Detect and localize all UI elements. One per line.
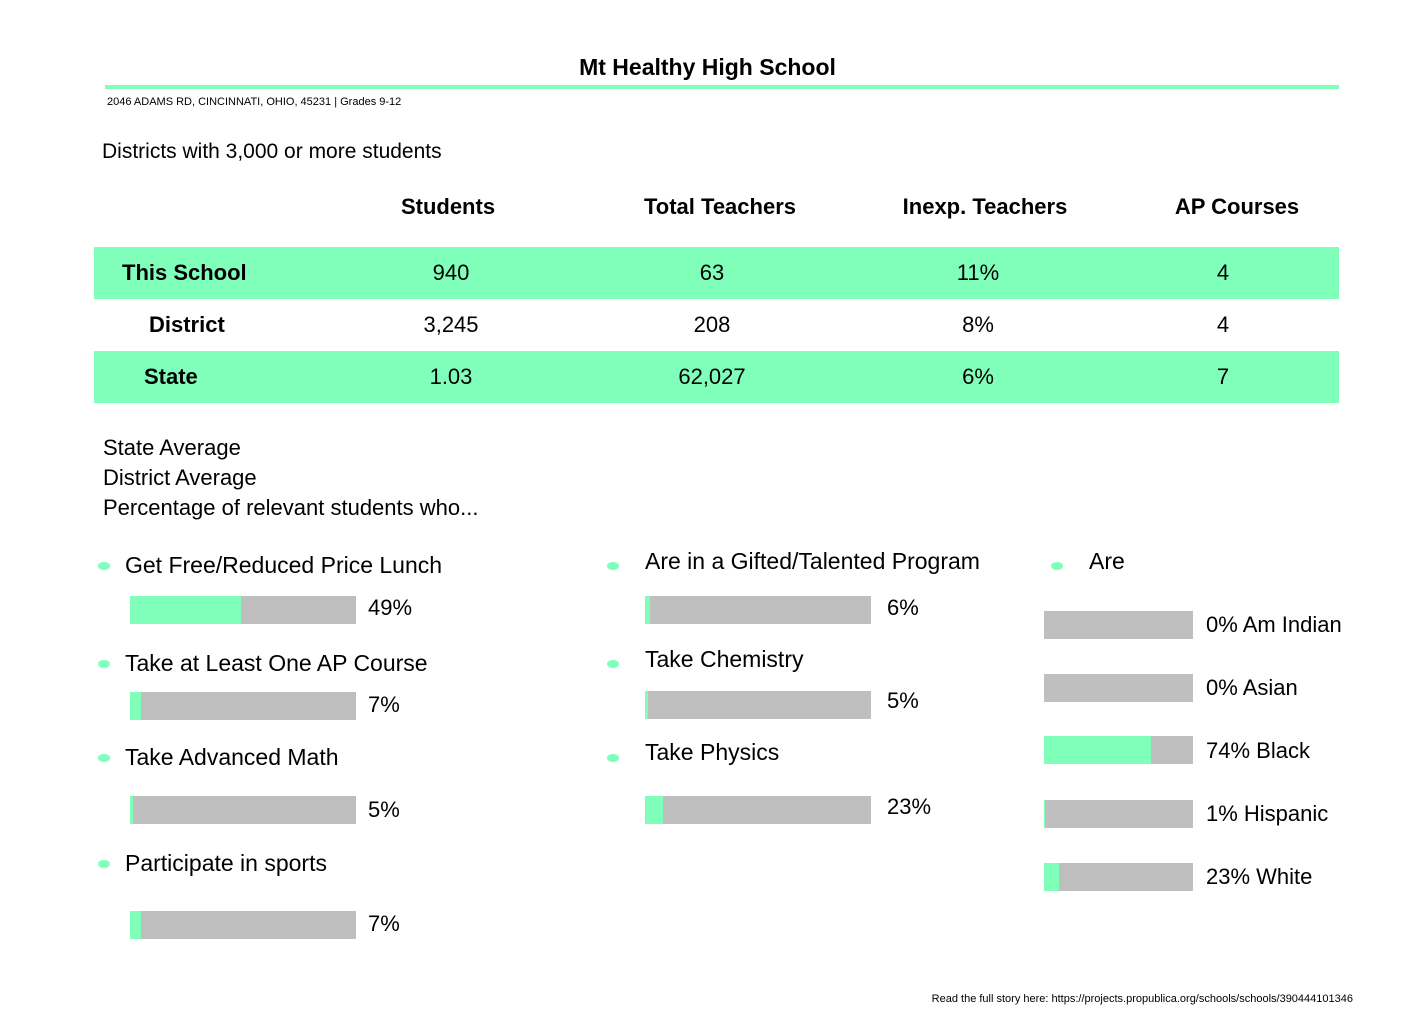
table-row-district: District 3,245 208 8% 4: [94, 299, 1339, 351]
metric-bar-fill: [645, 596, 650, 624]
title-divider: [105, 85, 1339, 89]
demographic-bar-am-indian: [1044, 611, 1193, 639]
bullet-icon: [607, 562, 619, 570]
cell-students: 1.03: [429, 364, 473, 389]
demographic-bar-asian: [1044, 674, 1193, 702]
demographic-value-black: 74% Black: [1206, 738, 1310, 763]
metric-bar-fill: [645, 691, 649, 719]
column-header-total-teachers: Total Teachers: [643, 194, 796, 219]
cell-ap-courses: 4: [1216, 312, 1230, 337]
district-size-note: Districts with 3,000 or more students: [102, 140, 442, 163]
metric-bar-physics: [645, 796, 871, 824]
metric-bar-fill: [645, 796, 664, 824]
metric-value-chemistry: 5%: [887, 688, 919, 713]
cell-students: 940: [432, 260, 470, 285]
cell-total-teachers: 62,027: [678, 364, 746, 389]
school-address: 2046 ADAMS RD, CINCINNATI, OHIO, 45231 |…: [107, 96, 402, 108]
column-header-inexp-teachers: Inexp. Teachers: [902, 194, 1068, 219]
demographic-bar-fill: [1044, 863, 1059, 891]
metric-bar-fill: [130, 596, 241, 624]
cell-inexp-teachers: 8%: [962, 312, 994, 337]
metric-label-free-lunch: Get Free/Reduced Price Lunch: [125, 552, 443, 578]
metric-value-free-lunch: 49%: [368, 595, 413, 620]
demographic-value-white: 23% White: [1206, 864, 1313, 889]
metric-value-ap-course: 7%: [368, 692, 400, 717]
page-title: Mt Healthy High School: [579, 54, 836, 80]
demographic-bar-hispanic: [1044, 800, 1193, 828]
metric-value-physics: 23%: [887, 794, 932, 819]
table-row-this-school: This School 940 63 11% 4: [94, 247, 1339, 299]
metric-label-gifted: Are in a Gifted/Talented Program: [645, 548, 980, 574]
cell-total-teachers: 63: [699, 260, 725, 285]
cell-inexp-teachers: 11%: [956, 260, 1000, 285]
bullet-icon: [98, 660, 110, 668]
demographics-label: Are: [1089, 548, 1125, 574]
bullet-icon: [607, 660, 619, 668]
metric-bar-sports: [130, 911, 356, 939]
cell-ap-courses: 4: [1216, 260, 1230, 285]
cell-inexp-teachers: 6%: [962, 364, 994, 389]
bullet-icon: [98, 562, 110, 570]
row-label: State: [144, 364, 198, 389]
demographic-value-asian: 0% Asian: [1206, 675, 1298, 700]
bullet-icon: [607, 754, 619, 762]
metric-bar-ap-course: [130, 692, 356, 720]
metric-value-sports: 7%: [368, 911, 400, 936]
column-header-students: Students: [400, 194, 496, 219]
metric-value-advanced-math: 5%: [368, 797, 400, 822]
metric-bar-fill: [130, 911, 142, 939]
column-header-ap-courses: AP Courses: [1174, 194, 1300, 219]
metric-bar-gifted: [645, 596, 871, 624]
metric-value-gifted: 6%: [887, 595, 919, 620]
demographic-bar-white: [1044, 863, 1193, 891]
metric-bar-fill: [130, 692, 142, 720]
row-label: District: [149, 312, 225, 337]
demographic-value-am-indian: 0% Am Indian: [1206, 612, 1342, 637]
demographic-bar-fill: [1044, 800, 1046, 828]
bullet-icon: [1051, 562, 1063, 570]
legend-district-average: District Average: [103, 465, 257, 490]
row-label: This School: [122, 260, 247, 285]
metric-label-physics: Take Physics: [645, 739, 780, 765]
metric-label-chemistry: Take Chemistry: [645, 646, 804, 672]
metrics-intro: Percentage of relevant students who...: [103, 495, 479, 520]
bullet-icon: [98, 860, 110, 868]
table-row-state: State 1.03 62,027 6% 7: [94, 351, 1339, 403]
metric-bar-fill: [130, 796, 134, 824]
metric-label-ap-course: Take at Least One AP Course: [125, 650, 428, 676]
cell-students: 3,245: [423, 312, 479, 337]
legend-state-average: State Average: [103, 435, 241, 460]
metric-bar-chemistry: [645, 691, 871, 719]
bullet-icon: [98, 754, 110, 762]
metric-bar-advanced-math: [130, 796, 356, 824]
metric-label-sports: Participate in sports: [125, 850, 327, 876]
footer-story-link[interactable]: Read the full story here: https://projec…: [931, 993, 1353, 1005]
demographic-value-hispanic: 1% Hispanic: [1206, 801, 1329, 826]
demographic-bar-fill: [1044, 736, 1152, 764]
metric-label-advanced-math: Take Advanced Math: [125, 744, 339, 770]
metric-bar-free-lunch: [130, 596, 356, 624]
demographic-bar-black: [1044, 736, 1193, 764]
cell-total-teachers: 208: [693, 312, 731, 337]
cell-ap-courses: 7: [1216, 364, 1230, 389]
